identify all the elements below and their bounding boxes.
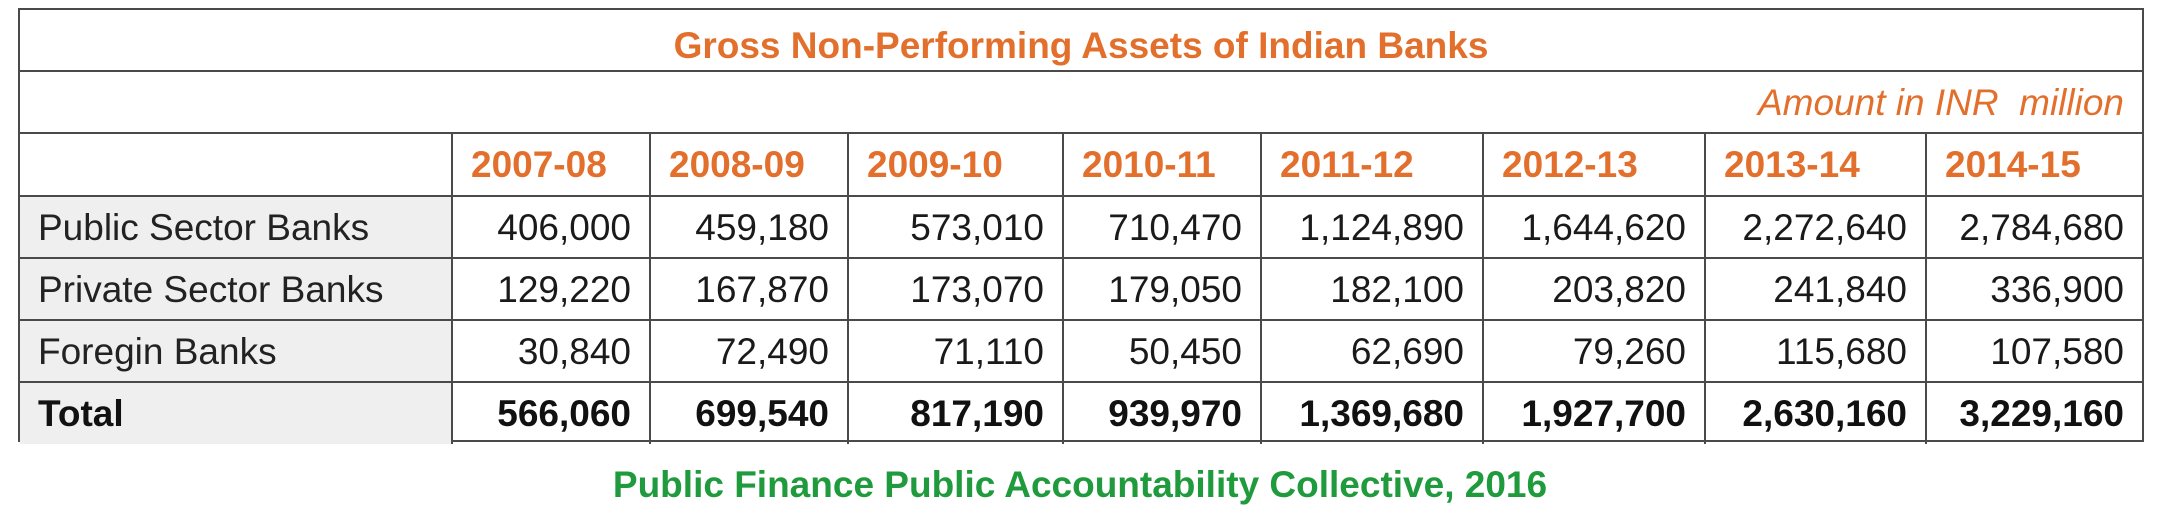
value-cell: 173,070 [847,257,1064,321]
source-credit: Public Finance Public Accountability Col… [612,464,1548,505]
value-cell: 2,784,680 [1925,196,2142,259]
year-header: 2007-08 [451,134,651,197]
value-cell: 107,580 [1925,319,2142,383]
data-table-frame: Gross Non-Performing Assets of Indian Ba… [18,8,2144,444]
year-header: 2010-11 [1062,134,1262,197]
table-row: Private Sector Banks 129,220 167,870 173… [20,257,2142,321]
value-cell: 406,000 [451,196,651,259]
total-value-cell: 817,190 [847,381,1064,444]
table-title-row: Gross Non-Performing Assets of Indian Ba… [20,10,2142,72]
value-cell: 79,260 [1482,319,1706,383]
value-cell: 115,680 [1704,319,1927,383]
total-value-cell: 699,540 [649,381,849,444]
year-header: 2013-14 [1704,134,1927,197]
value-cell: 336,900 [1925,257,2142,321]
value-cell: 459,180 [649,196,849,259]
unit-note-row: Amount in INR million [20,72,2142,134]
header-row: 2007-08 2008-09 2009-10 2010-11 2011-12 … [20,134,2142,197]
year-header: 2008-09 [649,134,849,197]
value-cell: 30,840 [451,319,651,383]
value-cell: 2,272,640 [1704,196,1927,259]
table-title: Gross Non-Performing Assets of Indian Ba… [673,24,1489,66]
year-header: 2011-12 [1260,134,1484,197]
value-cell: 203,820 [1482,257,1706,321]
value-cell: 182,100 [1260,257,1484,321]
value-cell: 1,644,620 [1482,196,1706,259]
value-cell: 129,220 [451,257,651,321]
year-header: 2009-10 [847,134,1064,197]
total-value-cell: 939,970 [1062,381,1262,444]
value-cell: 573,010 [847,196,1064,259]
row-label: Public Sector Banks [20,196,453,259]
unit-note: Amount in INR million [1757,82,2124,123]
value-cell: 62,690 [1260,319,1484,383]
total-value-cell: 1,369,680 [1260,381,1484,444]
value-cell: 50,450 [1062,319,1262,383]
value-cell: 71,110 [847,319,1064,383]
npa-table: 2007-08 2008-09 2009-10 2010-11 2011-12 … [20,134,2142,444]
value-cell: 167,870 [649,257,849,321]
value-cell: 1,124,890 [1260,196,1484,259]
row-label: Total [20,381,453,444]
value-cell: 179,050 [1062,257,1262,321]
total-value-cell: 1,927,700 [1482,381,1706,444]
total-value-cell: 566,060 [451,381,651,444]
row-label: Private Sector Banks [20,257,453,321]
table-row: Foregin Banks 30,840 72,490 71,110 50,45… [20,319,2142,383]
total-value-cell: 3,229,160 [1925,381,2142,444]
header-corner-cell [20,134,453,197]
total-value-cell: 2,630,160 [1704,381,1927,444]
year-header: 2012-13 [1482,134,1706,197]
total-row: Total 566,060 699,540 817,190 939,970 1,… [20,381,2142,444]
value-cell: 241,840 [1704,257,1927,321]
table-row: Public Sector Banks 406,000 459,180 573,… [20,196,2142,259]
year-header: 2014-15 [1925,134,2142,197]
value-cell: 72,490 [649,319,849,383]
value-cell: 710,470 [1062,196,1262,259]
row-label: Foregin Banks [20,319,453,383]
